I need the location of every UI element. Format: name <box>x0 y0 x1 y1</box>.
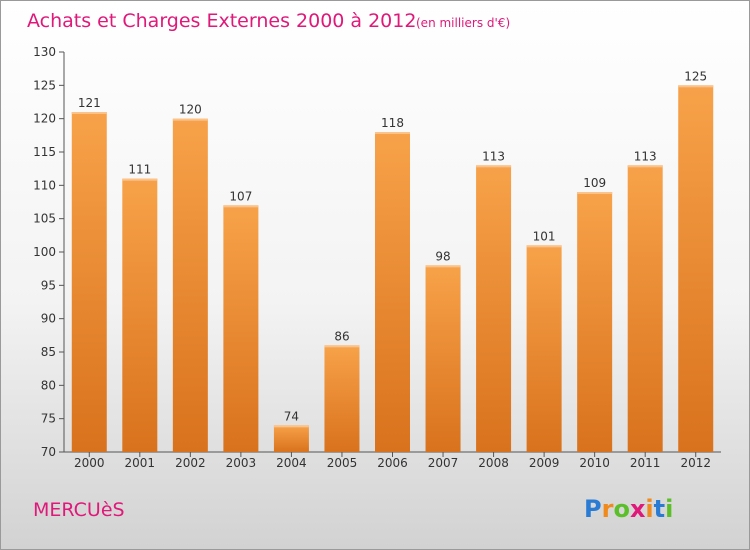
bar-2009 <box>526 245 562 452</box>
bar-highlight <box>273 425 309 428</box>
bar-2010 <box>577 192 613 452</box>
data-label: 120 <box>179 103 202 117</box>
x-tick-label: 2000 <box>74 456 105 470</box>
bar-2004 <box>273 425 309 452</box>
y-tick-label: 95 <box>41 278 56 292</box>
bar-highlight <box>425 265 461 268</box>
bar-highlight <box>172 118 208 121</box>
y-tick-label: 130 <box>33 45 56 59</box>
x-tick-label: 2002 <box>175 456 206 470</box>
data-label: 98 <box>435 249 450 263</box>
bars: 121 111 120 107 74 86 118 98 113 101 109 113 125 <box>71 69 714 453</box>
logo-letter: i <box>645 495 653 523</box>
y-tick-label: 115 <box>33 145 56 159</box>
x-tick-label: 2009 <box>529 456 560 470</box>
x-tick-label: 2011 <box>630 456 661 470</box>
data-label: 86 <box>334 329 349 343</box>
y-tick-label: 120 <box>33 112 56 126</box>
bar-highlight <box>577 192 613 194</box>
bar-2005 <box>324 345 360 452</box>
data-label: 109 <box>583 176 606 190</box>
logo-letter: o <box>613 495 630 523</box>
x-tick-label: 2003 <box>226 456 257 470</box>
bar-highlight <box>526 245 562 248</box>
bar-2000 <box>71 112 107 452</box>
logo-letter: P <box>584 495 602 523</box>
logo-letter: r <box>602 495 614 523</box>
logo-letter: i <box>665 495 673 523</box>
x-tick-label: 2012 <box>680 456 711 470</box>
bar-highlight <box>627 165 663 168</box>
bar-highlight <box>71 112 107 114</box>
y-tick-label: 70 <box>41 445 56 459</box>
y-axis: 70 75 80 85 90 95 100 105 110 115 120 125 130 <box>33 45 721 459</box>
logo-letter: t <box>654 495 665 523</box>
y-tick-label: 125 <box>33 78 56 92</box>
bar-2007 <box>425 265 461 452</box>
bar-2003 <box>223 205 259 452</box>
bar-2006 <box>375 132 410 452</box>
data-label: 113 <box>634 149 657 163</box>
x-tick-label: 2004 <box>276 456 307 470</box>
y-tick-label: 90 <box>41 312 56 326</box>
x-tick-label: 2007 <box>428 456 459 470</box>
data-label: 107 <box>229 189 252 203</box>
logo-letter: x <box>630 495 646 523</box>
bar-2002 <box>172 118 208 453</box>
x-tick-label: 2001 <box>125 456 156 470</box>
y-tick-label: 75 <box>41 412 56 426</box>
data-label: 118 <box>381 116 404 130</box>
chart-title: Achats et Charges Externes 2000 à 2012 <box>27 10 416 32</box>
bar-2001 <box>122 178 158 452</box>
bar-highlight <box>223 205 259 208</box>
bar-highlight <box>678 85 714 88</box>
y-tick-label: 105 <box>33 212 56 226</box>
bar-highlight <box>324 345 360 348</box>
y-tick-label: 80 <box>41 378 56 392</box>
x-tick-label: 2008 <box>478 456 509 470</box>
bar-highlight <box>375 132 410 134</box>
bar-highlight <box>122 178 158 181</box>
bar-highlight <box>476 165 512 168</box>
data-label: 121 <box>78 96 101 110</box>
proxiti-logo: Proxiti <box>584 495 673 523</box>
bar-2011 <box>627 165 663 453</box>
bar-2008 <box>476 165 512 453</box>
y-tick-label: 110 <box>33 178 56 192</box>
commune-name: MERCUèS <box>33 499 125 521</box>
data-label: 111 <box>128 163 151 177</box>
data-label: 125 <box>684 69 707 83</box>
data-label: 113 <box>482 149 505 163</box>
x-tick-label: 2005 <box>327 456 358 470</box>
x-tick-label: 2006 <box>377 456 408 470</box>
bar-2012 <box>678 85 714 452</box>
y-tick-label: 85 <box>41 345 56 359</box>
data-label: 101 <box>533 229 556 243</box>
data-label: 74 <box>284 409 299 423</box>
x-axis: 2000 2001 2002 2003 2004 2005 2006 2007 2008 2009… <box>74 452 711 470</box>
x-tick-label: 2010 <box>579 456 610 470</box>
y-tick-label: 100 <box>33 245 56 259</box>
chart-subtitle: (en milliers d'€) <box>416 16 510 30</box>
